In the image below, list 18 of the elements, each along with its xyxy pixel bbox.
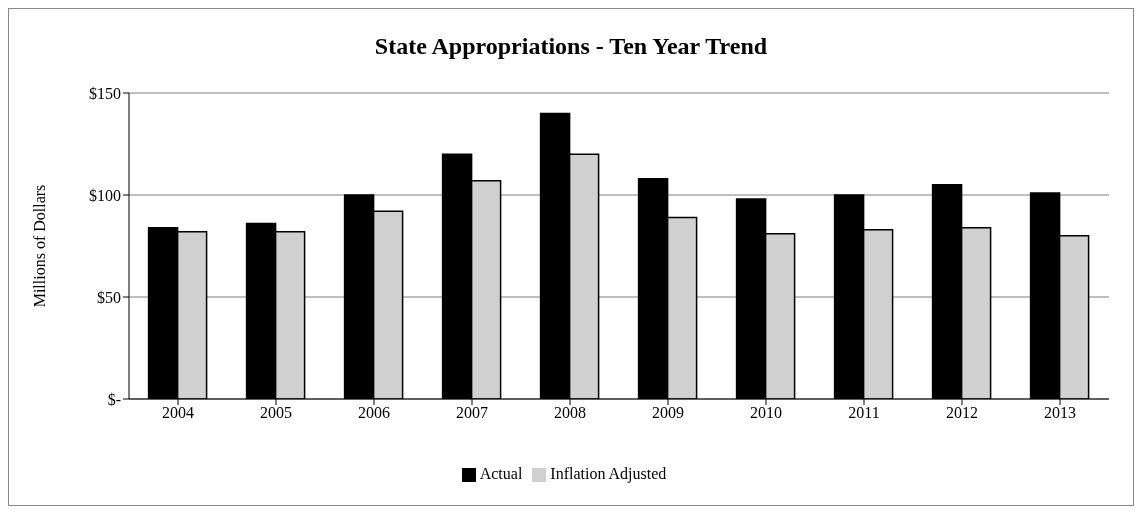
y-tick-label: $100	[89, 186, 121, 204]
y-axis-title: Millions of Dollars	[30, 184, 48, 308]
x-tick-label: 2011	[848, 404, 880, 422]
legend-label: Inflation Adjusted	[550, 465, 667, 482]
x-tick-label: 2005	[260, 404, 292, 422]
x-tick-label: 2007	[456, 404, 488, 422]
x-tick-label: 2006	[358, 404, 390, 422]
x-tick-label: 2010	[750, 404, 782, 422]
x-tick-label: 2008	[554, 404, 586, 422]
x-tick-label: 2013	[1044, 404, 1076, 422]
x-tick-label: 2012	[946, 404, 978, 422]
y-tick-label: $-	[107, 390, 121, 408]
x-tick-label: 2009	[652, 404, 684, 422]
chart-title: State Appropriations - Ten Year Trend	[373, 33, 769, 61]
y-tick-label: $50	[97, 288, 121, 306]
y-tick-label: $150	[89, 84, 121, 102]
legend-label: Actual	[479, 465, 523, 482]
x-tick-label: 2004	[162, 404, 194, 422]
